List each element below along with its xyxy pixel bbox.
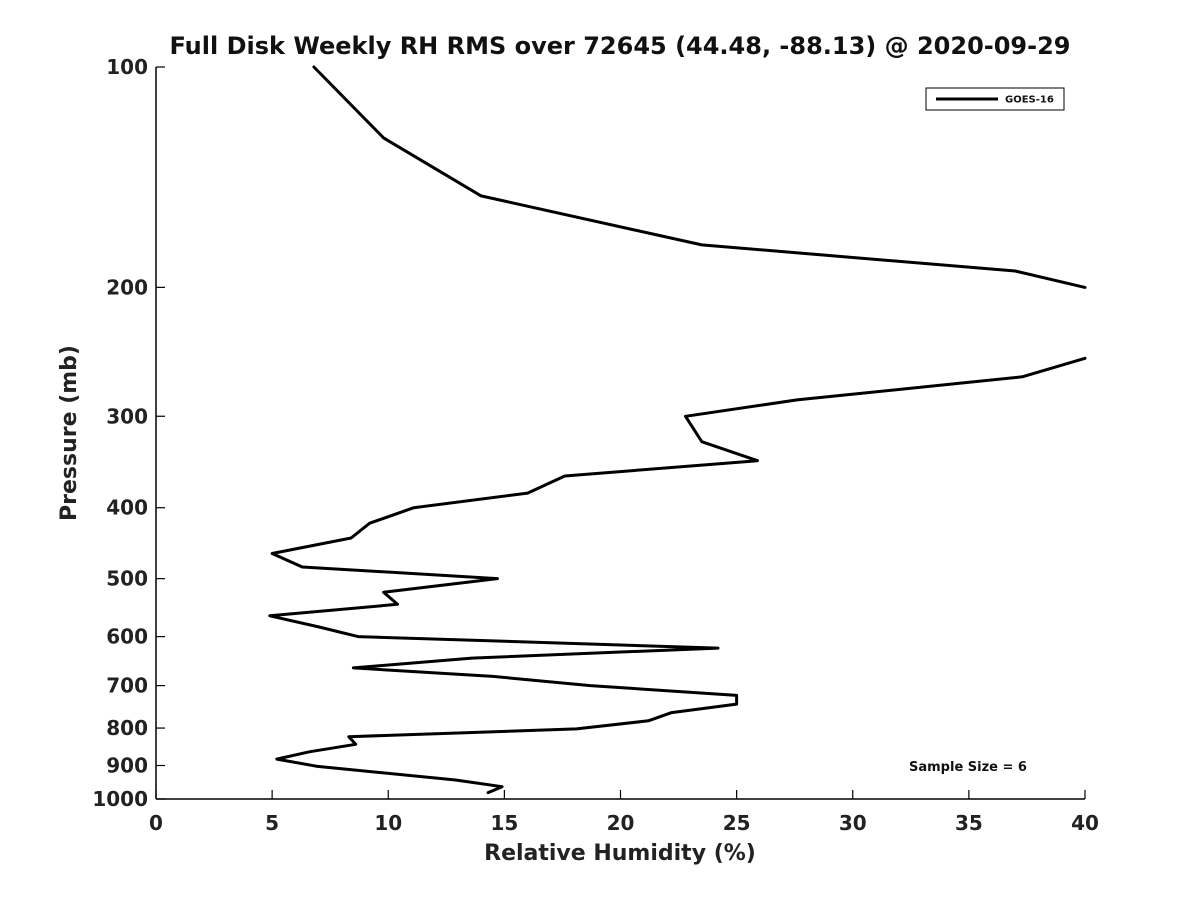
axes bbox=[155, 67, 1085, 800]
x-tick-label: 30 bbox=[839, 811, 867, 835]
series-layer bbox=[268, 65, 1087, 795]
y-tick-label: 1000 bbox=[92, 787, 148, 811]
y-tick-label: 300 bbox=[106, 404, 148, 428]
sample-size-annotation: Sample Size = 6 bbox=[909, 760, 1027, 775]
legend: GOES-16 bbox=[925, 87, 1065, 111]
x-tick-label: 25 bbox=[723, 811, 751, 835]
y-tick-label: 100 bbox=[106, 55, 148, 79]
y-tick-label: 400 bbox=[106, 496, 148, 520]
x-tick-label: 15 bbox=[490, 811, 518, 835]
y-tick-label: 200 bbox=[106, 275, 148, 299]
y-axis-ticks: 100 200 300 400 500 600 700 800 900 1000 bbox=[92, 55, 165, 811]
y-tick-label: 500 bbox=[106, 567, 148, 591]
series-line-goes16 bbox=[312, 65, 1087, 289]
y-tick-label: 600 bbox=[106, 625, 148, 649]
x-tick-label: 5 bbox=[265, 811, 279, 835]
y-tick-label: 700 bbox=[106, 674, 148, 698]
series-line-goes16 bbox=[268, 356, 1087, 795]
x-tick-label: 0 bbox=[149, 811, 163, 835]
x-tick-label: 20 bbox=[607, 811, 635, 835]
x-axis-ticks: 0 5 10 15 20 25 30 35 40 bbox=[149, 790, 1099, 835]
x-tick-label: 40 bbox=[1071, 811, 1099, 835]
y-axis-label: Pressure (mb) bbox=[57, 345, 82, 521]
x-axis-label: Relative Humidity (%) bbox=[484, 841, 756, 866]
x-tick-label: 35 bbox=[955, 811, 983, 835]
y-tick-label: 900 bbox=[106, 754, 148, 778]
x-tick-label: 10 bbox=[374, 811, 402, 835]
chart-title: Full Disk Weekly RH RMS over 72645 (44.4… bbox=[169, 32, 1070, 60]
y-tick-label: 800 bbox=[106, 716, 148, 740]
legend-label: GOES-16 bbox=[1005, 95, 1054, 106]
